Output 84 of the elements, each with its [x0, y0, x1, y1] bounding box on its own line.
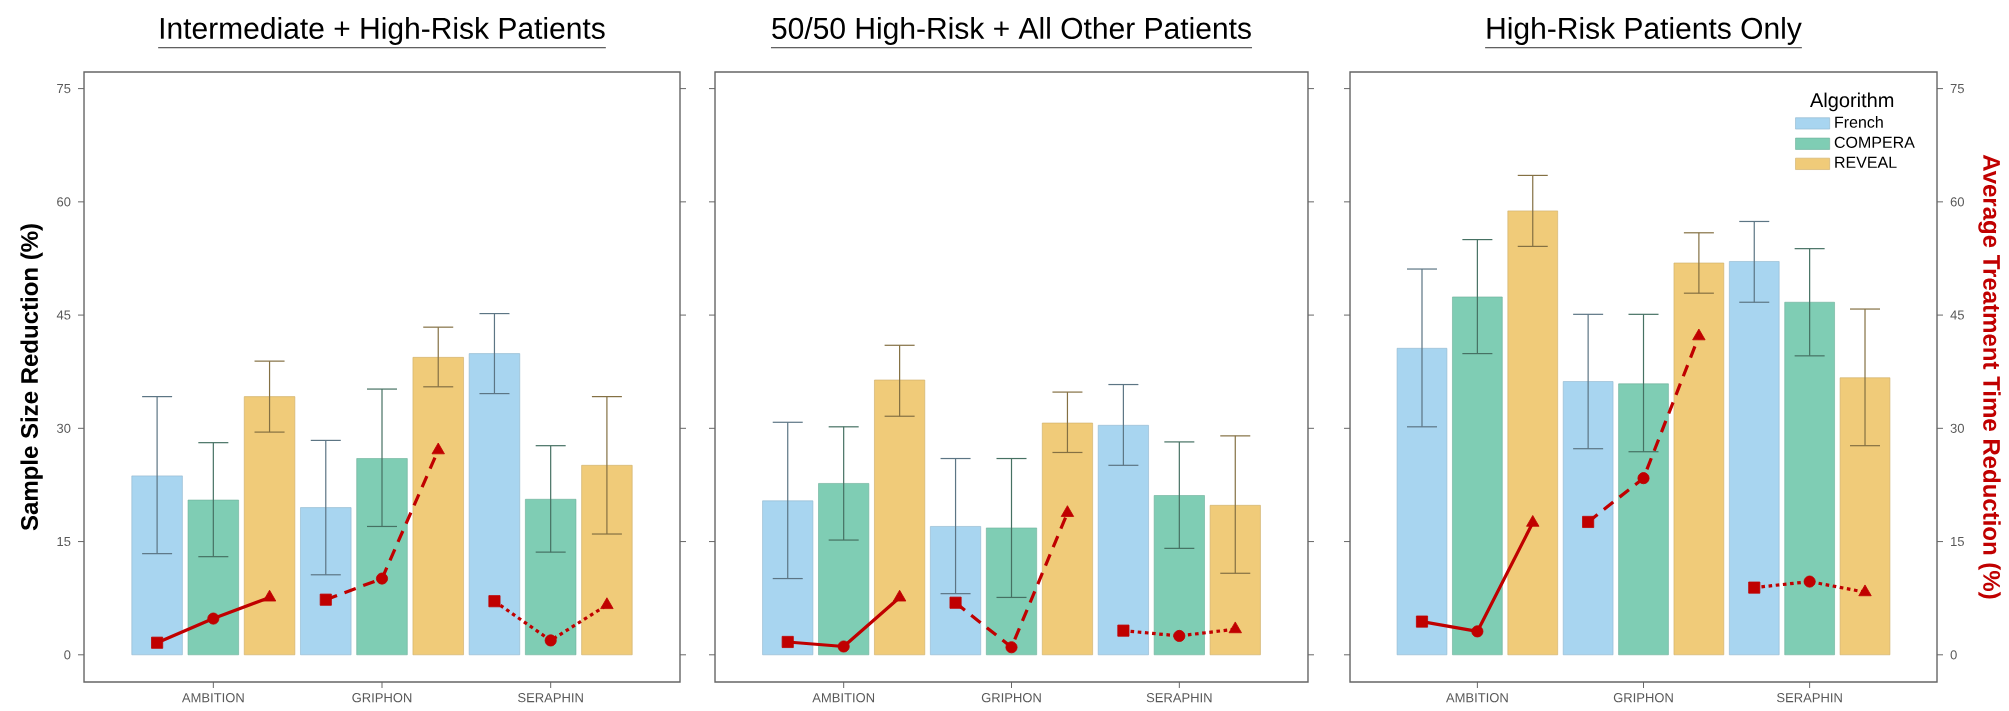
- y-axis-title: Sample Size Reduction (%): [20, 224, 43, 531]
- x-tick-label: SERAPHIN: [1777, 693, 1842, 703]
- x-tick-label: GRIPHON: [352, 693, 412, 703]
- bar: [1673, 262, 1725, 656]
- bar: [300, 507, 352, 656]
- bar: [1097, 425, 1149, 656]
- point: [262, 589, 277, 602]
- point: [151, 636, 164, 649]
- bar: [1507, 210, 1558, 656]
- y-tick-label: 45: [56, 310, 71, 320]
- bar: [1041, 422, 1093, 656]
- point: [1748, 581, 1761, 594]
- point: [1005, 641, 1018, 654]
- point: [488, 595, 501, 608]
- point: [1416, 615, 1428, 628]
- bar: [412, 357, 464, 656]
- bar: [581, 465, 633, 656]
- point: [837, 640, 850, 653]
- point: [1060, 505, 1075, 517]
- y2-tick-label: 15: [1951, 537, 1964, 547]
- point: [1228, 621, 1242, 634]
- y-tick-label: 15: [57, 537, 71, 547]
- y2-tick-label: 0: [1950, 650, 1957, 660]
- point: [892, 589, 907, 602]
- y2-tick-label: 60: [1950, 197, 1965, 207]
- bar: [1396, 348, 1448, 656]
- point: [781, 635, 794, 648]
- y2-axis-title: Average Treatment Time Reduction (%): [1978, 154, 2001, 599]
- bar: [187, 499, 239, 656]
- bar: [818, 483, 870, 656]
- x-tick-label: SERAPHIN: [518, 693, 583, 703]
- point: [600, 597, 614, 609]
- point: [319, 593, 332, 606]
- bar: [986, 527, 1037, 656]
- bar: [1153, 495, 1205, 656]
- legend-title: Algorithm: [1810, 92, 1894, 112]
- y-tick-label: 0: [64, 650, 71, 660]
- y2-tick-label: 45: [1950, 310, 1964, 320]
- point: [1803, 575, 1816, 588]
- bar: [1209, 505, 1261, 656]
- y-tick-label: 75: [57, 84, 71, 94]
- bar: [762, 500, 814, 656]
- point: [1526, 515, 1540, 527]
- point: [376, 572, 388, 585]
- point: [1471, 625, 1484, 638]
- x-tick-label: AMBITION: [812, 693, 875, 703]
- legend-label: French: [1835, 116, 1883, 128]
- x-tick-label: AMBITION: [1445, 693, 1508, 703]
- point: [431, 442, 445, 455]
- point: [1858, 584, 1872, 597]
- bar: [930, 526, 982, 656]
- point: [1582, 515, 1595, 528]
- x-tick-label: AMBITION: [181, 693, 244, 703]
- bar: [468, 353, 521, 656]
- bar: [356, 458, 408, 656]
- bar: [131, 475, 183, 656]
- x-tick-label: GRIPHON: [981, 693, 1041, 703]
- chart-title: Intermediate + High-Risk Patients: [160, 16, 605, 45]
- chart-title: 50/50 High-Risk + All Other Patients: [772, 16, 1251, 45]
- point: [1117, 624, 1130, 637]
- chart-title: High-Risk Patients Only: [1487, 16, 1802, 45]
- bar: [1784, 301, 1835, 656]
- y2-tick-label: 30: [1950, 423, 1965, 433]
- bar: [874, 379, 926, 656]
- point: [1692, 328, 1706, 341]
- bar: [1562, 381, 1614, 656]
- point: [207, 612, 220, 625]
- y-tick-label: 30: [56, 423, 71, 433]
- bar: [1618, 383, 1669, 656]
- bar: [1452, 296, 1503, 656]
- x-tick-label: SERAPHIN: [1146, 693, 1212, 703]
- point: [1173, 629, 1186, 642]
- x-tick-label: GRIPHON: [1613, 693, 1673, 703]
- y-tick-label: 60: [57, 197, 71, 207]
- legend-label: REVEAL: [1835, 156, 1897, 168]
- bar: [1839, 377, 1891, 656]
- y2-tick-label: 75: [1950, 84, 1964, 94]
- point: [1637, 472, 1650, 485]
- legend-label: COMPERA: [1834, 136, 1915, 149]
- bar: [525, 498, 577, 656]
- point: [949, 596, 962, 609]
- point: [544, 634, 557, 647]
- bar: [243, 396, 296, 656]
- bar: [1729, 261, 1780, 656]
